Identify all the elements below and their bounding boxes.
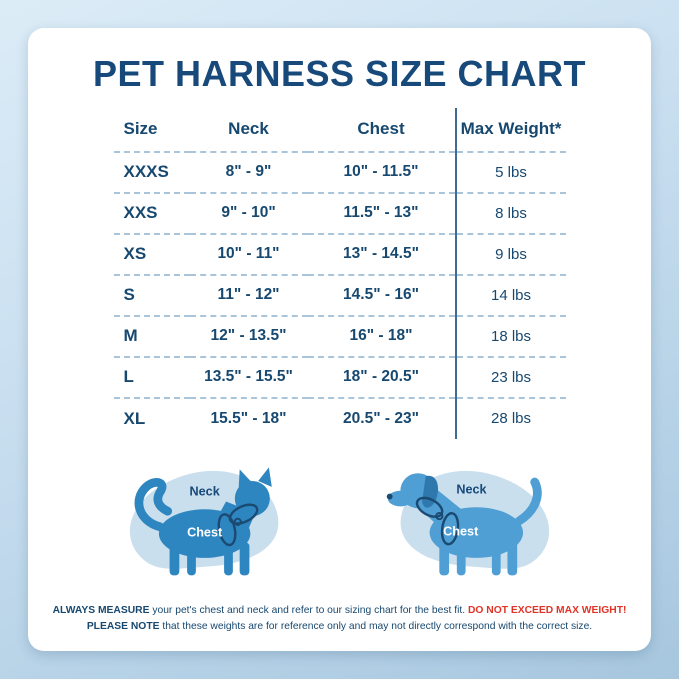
cell-size: XL [123, 408, 146, 428]
dog-illustration: Neck Chest [386, 470, 550, 576]
cat-chest-label: Chest [187, 525, 223, 539]
table-row: L 13.5" - 15.5" 18" - 20.5" 23 lbs [113, 356, 566, 399]
cell-chest: 10" - 11.5" [307, 151, 456, 194]
cat-tail [134, 477, 173, 531]
cat-ear [258, 466, 272, 487]
cell-neck: 8" - 9" [189, 151, 308, 194]
column-header-neck: Neck [189, 107, 308, 153]
dog-harness [415, 496, 460, 545]
cell-size: S [113, 274, 190, 317]
cell-neck: 13.5" - 15.5" [189, 356, 308, 399]
cat-ear [238, 468, 253, 488]
cell-max-weight: 28 lbs [454, 397, 566, 439]
cell-neck: 10" - 11" [189, 233, 308, 276]
table-row: XXS 9" - 10" 11.5" - 13" 8 lbs [113, 192, 566, 235]
cell-max-weight: 14 lbs [454, 274, 566, 317]
footer-note-bold: PLEASE NOTE [86, 621, 160, 633]
column-header-chest: Chest [307, 107, 456, 153]
cell-size: XXXS [113, 151, 190, 194]
dog-silhouette [386, 472, 542, 576]
footer-line-1: ALWAYS MEASURE your pet's chest and neck… [36, 603, 644, 619]
cat-harness [217, 503, 259, 546]
footer-note: ALWAYS MEASURE your pet's chest and neck… [36, 603, 644, 637]
cat-illustration: Neck Chest [129, 466, 279, 576]
dog-snout [387, 490, 414, 506]
cell-chest: 13" - 14.5" [307, 233, 456, 276]
table-header-row: Size Neck Chest Max Weight* [113, 107, 566, 153]
cell-size: L [113, 356, 190, 399]
cell-size: XXS [113, 192, 190, 235]
measurement-illustrations: Neck Chest [52, 445, 627, 591]
dog-chest-label: Chest [443, 524, 479, 538]
cell-chest: 11.5" - 13" [307, 192, 456, 235]
footer-note-text: that these weights are for reference onl… [159, 621, 593, 633]
table-row: XXXS 8" - 9" 10" - 11.5" 5 lbs [113, 151, 566, 194]
dog-neck-label: Neck [456, 482, 487, 496]
size-chart-card: PET HARNESS SIZE CHART Size Neck Chest M… [28, 28, 651, 651]
cell-chest: 16" - 18" [307, 315, 456, 358]
page-title: PET HARNESS SIZE CHART [92, 53, 587, 94]
cell-size: XS [113, 233, 190, 276]
cell-chest: 18" - 20.5" [307, 356, 456, 399]
cell-size: M [113, 315, 190, 358]
table-row: M 12" - 13.5" 16" - 18" 18 lbs [113, 315, 566, 358]
size-chart-table: Size Neck Chest Max Weight* XXXS 8" - 9"… [113, 107, 566, 439]
cell-chest: 14.5" - 16" [307, 274, 456, 317]
cell-max-weight: 9 lbs [454, 233, 566, 276]
cell-max-weight: 5 lbs [454, 151, 566, 194]
cat-neck-label: Neck [190, 484, 221, 498]
cell-neck: 12" - 13.5" [189, 315, 308, 358]
footer-measure-text: your pet's chest and neck and refer to o… [149, 605, 468, 617]
footer-measure-bold: ALWAYS MEASURE [52, 605, 150, 617]
table-row: S 11" - 12" 14.5" - 16" 14 lbs [113, 274, 566, 317]
footer-warning: DO NOT EXCEED MAX WEIGHT! [467, 605, 627, 617]
cell-max-weight: 23 lbs [454, 356, 566, 399]
cell-max-weight: 8 lbs [454, 192, 566, 235]
column-header-size: Size [113, 107, 190, 153]
cell-neck: 15.5" - 18" [210, 409, 287, 427]
cell-max-weight: 18 lbs [454, 315, 566, 358]
table-row: XL 15.5" - 18" 20.5" - 23" 28 lbs [114, 397, 566, 439]
cell-chest: 20.5" - 23" [343, 409, 419, 427]
table-row: XS 10" - 11" 13" - 14.5" 9 lbs [113, 233, 566, 276]
dog-nose [386, 493, 393, 500]
footer-line-2: PLEASE NOTE that these weights are for r… [36, 619, 644, 635]
cell-neck: 11" - 12" [189, 274, 308, 317]
column-header-max-weight: Max Weight* [454, 107, 566, 153]
dog-tail [514, 477, 542, 525]
cell-neck: 9" - 10" [189, 192, 308, 235]
